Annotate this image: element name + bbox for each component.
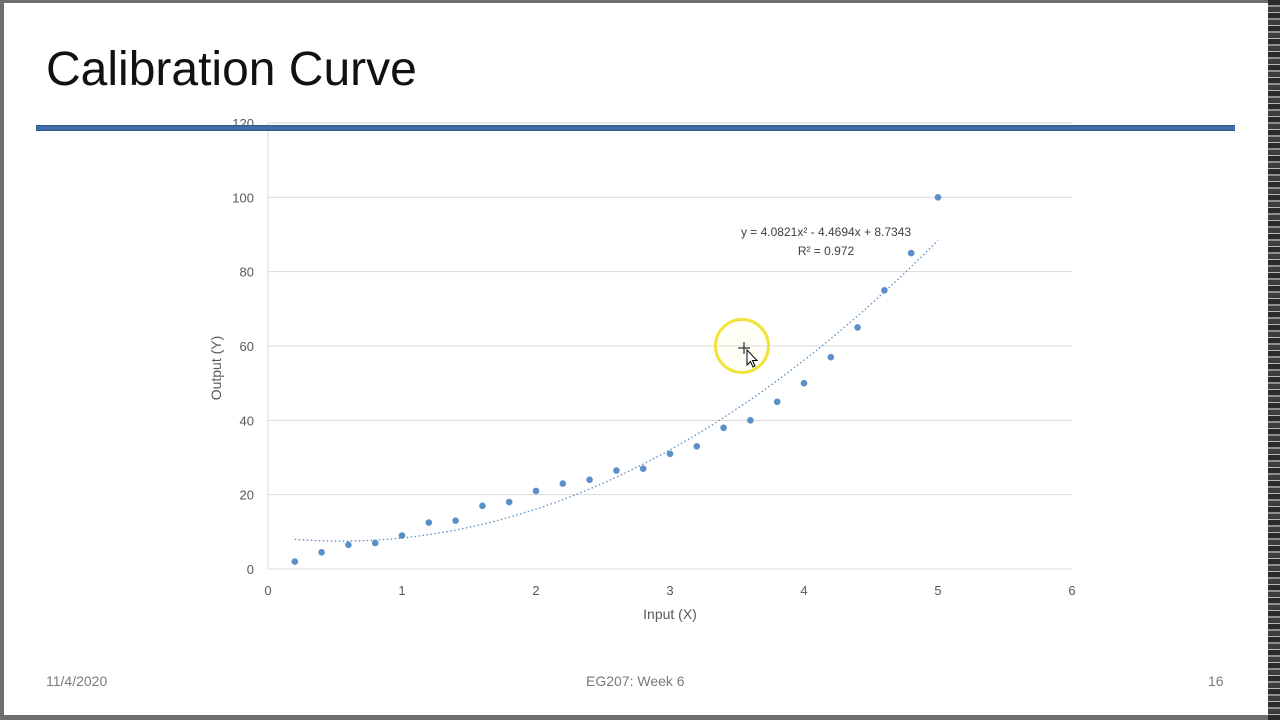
data-point (881, 286, 888, 294)
data-point (934, 194, 942, 201)
y-tick-label: 40 (240, 413, 254, 428)
title-divider (36, 125, 1235, 131)
trendline (294, 239, 939, 542)
data-point (854, 324, 861, 331)
data-point (827, 353, 835, 361)
data-point (639, 465, 647, 472)
data-point (532, 487, 540, 495)
data-point (586, 476, 593, 484)
y-tick-label: 60 (240, 339, 254, 354)
trendline-equation: y = 4.0821x² - 4.4694x + 8.7343 (741, 225, 911, 239)
y-tick-label: 80 (240, 265, 254, 280)
data-point (800, 379, 808, 387)
window-edge-strip (1268, 0, 1280, 720)
x-tick-label: 5 (934, 583, 941, 598)
move-cursor-icon (738, 342, 759, 368)
x-tick-label: 6 (1068, 583, 1075, 598)
data-point (371, 539, 379, 547)
data-point (773, 398, 781, 406)
x-tick-label: 4 (800, 583, 807, 598)
data-point (345, 541, 352, 549)
data-point (559, 480, 567, 487)
footer-course: EG207: Week 6 (586, 673, 685, 689)
data-point (747, 417, 754, 424)
x-tick-label: 2 (532, 583, 539, 598)
data-point (693, 443, 701, 450)
x-axis-label: Input (X) (643, 606, 697, 622)
data-point (425, 519, 433, 526)
y-axis-label: Output (Y) (208, 336, 224, 401)
y-tick-label: 20 (240, 488, 254, 503)
data-point (720, 424, 727, 432)
slide-title: Calibration Curve (46, 43, 417, 96)
data-point (666, 450, 674, 458)
y-tick-label: 100 (232, 190, 254, 205)
data-point (398, 532, 406, 539)
x-tick-label: 0 (264, 583, 271, 598)
y-tick-label: 0 (247, 562, 254, 577)
trendline-r-squared: R² = 0.972 (798, 244, 855, 258)
data-point (452, 517, 459, 524)
x-tick-label: 1 (398, 583, 405, 598)
laser-pointer-highlight (714, 318, 770, 374)
data-point (291, 558, 299, 565)
slide (4, 3, 1268, 715)
data-point (318, 548, 325, 556)
x-tick-label: 3 (666, 583, 673, 598)
data-point (479, 502, 486, 510)
data-point (505, 498, 513, 506)
data-point (907, 249, 915, 257)
footer-date: 11/4/2020 (46, 673, 108, 689)
data-point (613, 467, 620, 474)
slide-number: 16 (1208, 673, 1224, 689)
